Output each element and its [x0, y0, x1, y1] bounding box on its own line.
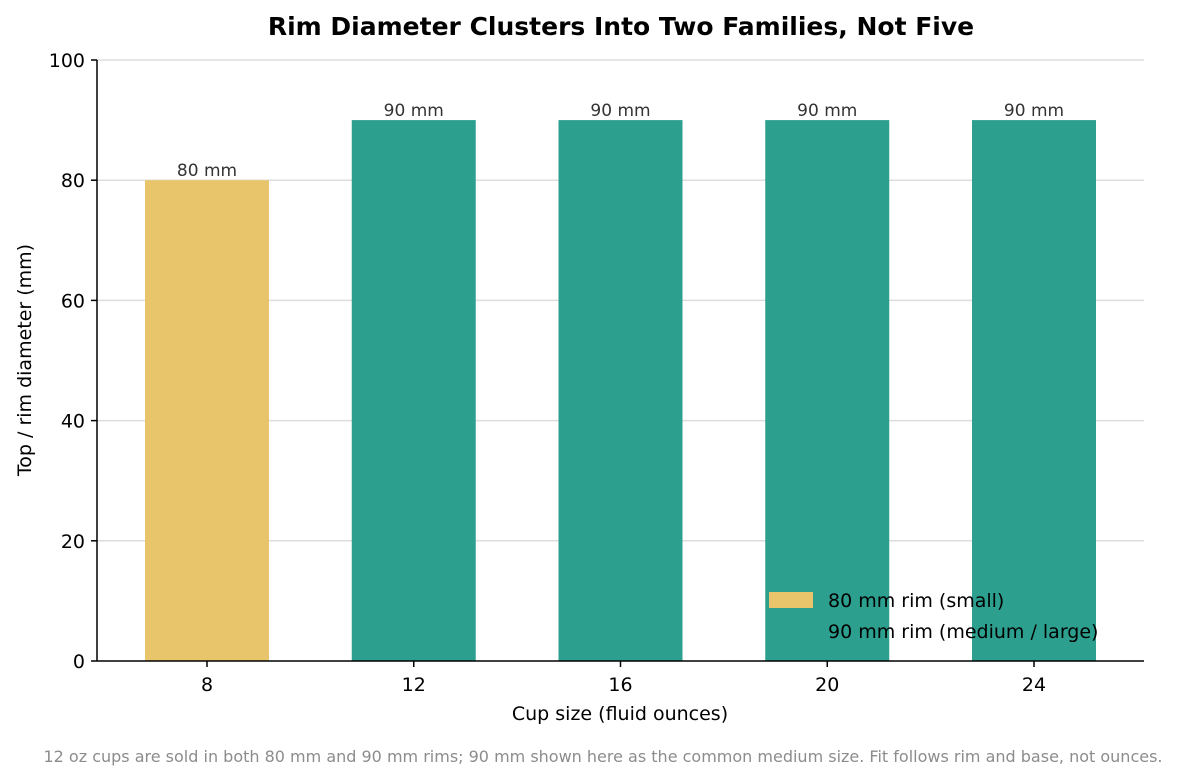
data-label: 90 mm — [1004, 101, 1064, 121]
chart-title: Rim Diameter Clusters Into Two Families,… — [268, 12, 974, 41]
data-label: 90 mm — [590, 101, 650, 121]
legend: 80 mm rim (small) 90 mm rim (medium / lar… — [769, 590, 1098, 643]
x-axis-label: Cup size (fluid ounces) — [512, 703, 728, 725]
legend-swatch-small — [769, 592, 813, 608]
bar-20oz — [765, 120, 890, 662]
x-tick-label: 16 — [608, 674, 632, 696]
data-label: 90 mm — [384, 101, 444, 121]
bar-12oz — [351, 120, 476, 662]
y-tick-label: 60 — [61, 290, 85, 312]
axes: 0 20 40 60 80 100 8 12 16 20 24 — [49, 50, 1144, 696]
y-tick-label: 20 — [61, 531, 85, 553]
bar-24oz — [972, 120, 1096, 662]
x-tick-label: 12 — [402, 674, 426, 696]
legend-swatch-large — [769, 623, 813, 639]
bars: 80 mm 90 mm 90 mm 90 mm 90 mm — [145, 101, 1096, 662]
data-label: 80 mm — [177, 161, 237, 181]
x-tick-label: 8 — [201, 674, 213, 696]
data-label: 90 mm — [797, 101, 857, 121]
bar-16oz — [558, 120, 683, 662]
footnote: 12 oz cups are sold in both 80 mm and 90… — [43, 747, 1162, 766]
y-axis-label: Top / rim diameter (mm) — [14, 244, 36, 477]
y-tick-label: 100 — [49, 50, 85, 72]
y-tick-label: 0 — [73, 651, 85, 673]
legend-label-large: 90 mm rim (medium / large) — [828, 621, 1098, 643]
bar-8oz — [145, 180, 269, 661]
legend-label-small: 80 mm rim (small) — [828, 590, 1004, 612]
x-tick-label: 24 — [1022, 674, 1046, 696]
x-tick-label: 20 — [815, 674, 839, 696]
y-tick-label: 80 — [61, 170, 85, 192]
y-tick-label: 40 — [61, 411, 85, 433]
